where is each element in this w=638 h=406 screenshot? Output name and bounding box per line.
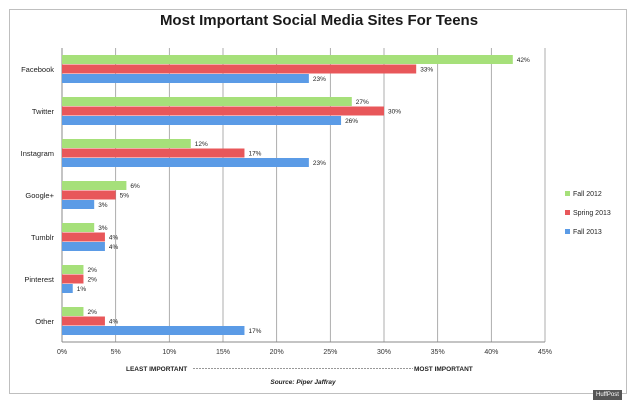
bar [62,139,191,148]
chart-title: Most Important Social Media Sites For Te… [159,12,479,29]
bar [62,284,73,293]
category-label: Tumblr [31,233,55,242]
axis-note-left: LEAST IMPORTANT [126,366,187,373]
bar [62,326,245,335]
bar [62,274,84,284]
bar [62,158,309,167]
source-note: Source: Piper Jaffray [270,379,336,386]
axis-note-right: MOST IMPORTANT [414,366,473,373]
data-label: 17% [248,151,261,158]
bar [62,116,342,125]
legend-swatch [565,229,570,234]
x-tick-label: 45% [538,349,552,356]
category-label: Twitter [32,107,55,116]
category-label: Facebook [21,65,54,74]
x-tick-label: 20% [270,349,284,356]
data-label: 42% [517,57,530,64]
data-label: 5% [120,193,130,200]
data-label: 2% [87,309,97,316]
category-label: Pinterest [24,275,55,284]
bar [62,265,84,274]
bar [62,223,95,232]
category-label: Google+ [25,191,54,200]
bar [62,64,417,74]
bar [62,232,105,242]
data-label: 27% [356,99,369,106]
bar [62,307,84,316]
bar [62,190,116,200]
data-label: 30% [388,109,401,116]
data-label: 17% [248,328,261,335]
legend-label: Spring 2013 [573,210,611,217]
data-label: 4% [109,244,119,251]
bar [62,181,127,190]
bar [62,242,105,251]
bar [62,97,352,106]
bar [62,148,245,158]
x-tick-label: 10% [162,349,176,356]
data-label: 23% [313,76,326,83]
bar [62,106,384,116]
data-label: 12% [195,141,208,148]
huffpost-watermark: HuffPost [593,390,622,400]
category-label: Instagram [21,149,54,158]
data-label: 3% [98,225,108,232]
legend-label: Fall 2013 [573,229,602,236]
legend-swatch [565,191,570,196]
data-label: 2% [87,267,97,274]
legend-label: Fall 2012 [573,191,602,198]
category-label: Other [35,317,54,326]
x-tick-label: 0% [57,349,67,356]
data-label: 33% [420,67,433,74]
data-label: 4% [109,235,119,242]
bar [62,200,95,209]
legend-swatch [565,210,570,215]
data-label: 23% [313,160,326,167]
data-label: 4% [109,319,119,326]
data-label: 6% [130,183,140,190]
x-tick-label: 25% [323,349,337,356]
data-label: 26% [345,118,358,125]
bar [62,316,105,326]
x-tick-label: 40% [484,349,498,356]
data-label: 2% [87,277,97,284]
x-tick-label: 15% [216,349,230,356]
data-label: 1% [77,286,87,293]
bar [62,55,513,64]
bar [62,74,309,83]
x-tick-label: 5% [111,349,121,356]
x-tick-label: 35% [431,349,445,356]
x-tick-label: 30% [377,349,391,356]
data-label: 3% [98,202,108,209]
